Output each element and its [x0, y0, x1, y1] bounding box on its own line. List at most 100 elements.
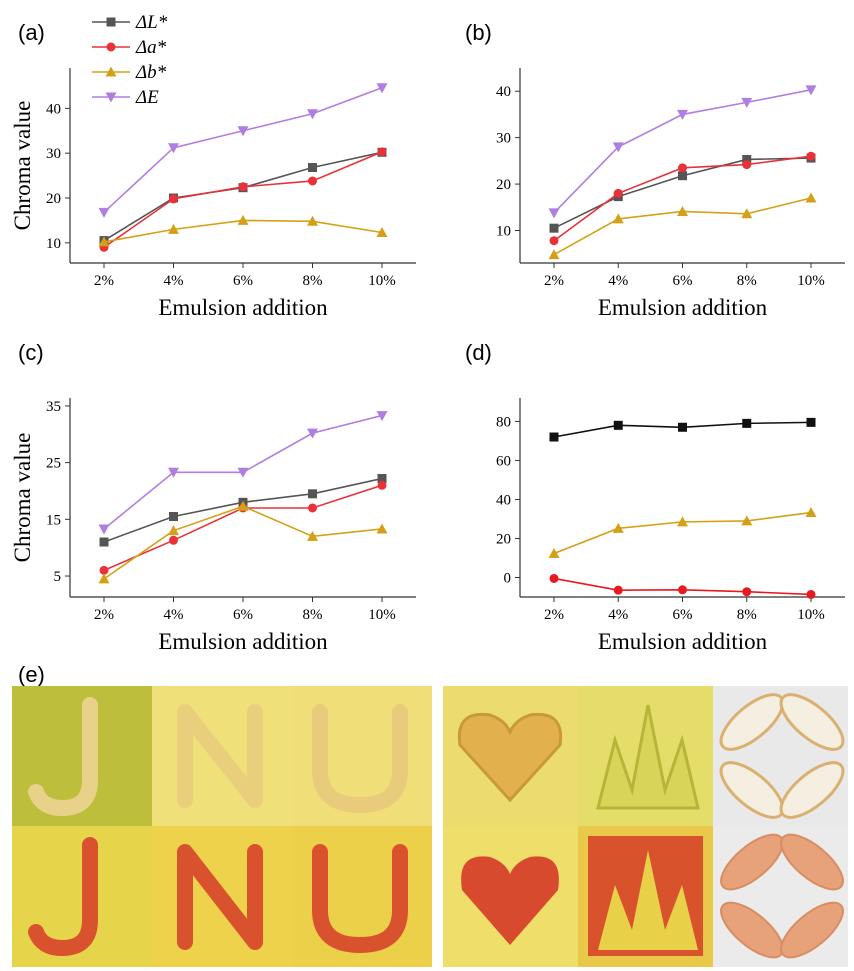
y-tick-label: 20: [496, 177, 511, 193]
x-tick-label: 6%: [673, 273, 693, 289]
marker: [614, 189, 623, 198]
x-tick-label: 6%: [673, 607, 693, 623]
marker: [742, 419, 751, 428]
legend-label: ΔE: [135, 87, 159, 108]
x-axis-label: Emulsion addition: [158, 295, 328, 320]
marker: [308, 489, 317, 498]
x-tick-label: 8%: [303, 607, 323, 623]
x-tick-label: 8%: [303, 273, 323, 289]
y-tick-label: 30: [496, 131, 511, 147]
x-axis-label: Emulsion addition: [158, 629, 328, 654]
x-tick-label: 4%: [608, 273, 628, 289]
panel-label: (a): [18, 20, 45, 45]
x-tick-label: 2%: [94, 273, 114, 289]
panel-label: (d): [465, 340, 492, 365]
x-tick-label: 6%: [233, 607, 253, 623]
marker: [742, 587, 751, 596]
figure: (e): [0, 0, 854, 971]
marker: [169, 512, 178, 521]
marker: [742, 160, 751, 169]
marker: [678, 171, 687, 180]
marker: [307, 429, 318, 439]
marker: [550, 224, 559, 233]
legend-label: Δa*: [135, 37, 167, 58]
x-tick-label: 10%: [368, 607, 396, 623]
legend-label: Δb*: [135, 62, 167, 83]
y-axis-label: Chroma value: [10, 101, 35, 231]
x-tick-label: 10%: [368, 273, 396, 289]
marker: [807, 590, 816, 599]
x-tick-label: 2%: [544, 273, 564, 289]
marker: [99, 208, 110, 218]
marker: [107, 18, 116, 27]
marker: [806, 193, 817, 203]
marker: [377, 523, 388, 533]
panel-label: (b): [465, 20, 492, 45]
y-tick-label: 0: [504, 570, 512, 586]
marker: [549, 208, 560, 218]
marker: [378, 481, 387, 490]
marker: [378, 147, 387, 156]
marker: [100, 538, 109, 547]
y-tick-label: 40: [496, 492, 511, 508]
marker: [549, 249, 560, 259]
series-line: [104, 506, 382, 579]
series-line: [554, 90, 811, 213]
marker: [99, 573, 110, 583]
marker: [308, 503, 317, 512]
x-tick-label: 4%: [608, 607, 628, 623]
y-tick-label: 10: [46, 236, 61, 252]
y-tick-label: 80: [496, 414, 511, 430]
marker: [550, 433, 559, 442]
y-tick-label: 40: [46, 101, 61, 117]
marker: [806, 507, 817, 517]
marker: [169, 536, 178, 545]
marker: [677, 110, 688, 120]
x-tick-label: 2%: [544, 607, 564, 623]
marker: [377, 83, 388, 93]
marker: [549, 548, 560, 558]
x-tick-label: 6%: [233, 273, 253, 289]
y-tick-label: 35: [46, 399, 61, 415]
photo-grid: [12, 685, 851, 967]
x-tick-label: 2%: [94, 607, 114, 623]
marker: [678, 423, 687, 432]
y-tick-label: 20: [496, 531, 511, 547]
x-axis-label: Emulsion addition: [598, 295, 768, 320]
marker: [308, 176, 317, 185]
y-tick-label: 10: [496, 224, 511, 240]
y-tick-label: 20: [46, 191, 61, 207]
y-tick-label: 25: [46, 456, 61, 472]
x-tick-label: 10%: [797, 607, 825, 623]
marker: [614, 421, 623, 430]
marker: [807, 418, 816, 427]
y-tick-label: 40: [496, 84, 511, 100]
x-tick-label: 4%: [164, 607, 184, 623]
marker: [614, 586, 623, 595]
x-tick-label: 4%: [164, 273, 184, 289]
legend-label: ΔL*: [135, 12, 168, 33]
marker: [239, 182, 248, 191]
y-tick-label: 60: [496, 453, 511, 469]
marker: [99, 524, 110, 534]
panel-label: (e): [18, 662, 45, 687]
panel-label: (c): [18, 340, 44, 365]
y-axis-label: Chroma value: [10, 433, 35, 563]
x-tick-label: 8%: [737, 607, 757, 623]
y-tick-label: 5: [54, 569, 62, 585]
series-line: [104, 152, 382, 240]
x-tick-label: 10%: [797, 273, 825, 289]
x-tick-label: 8%: [737, 273, 757, 289]
y-tick-label: 30: [46, 146, 61, 162]
marker: [107, 43, 116, 52]
x-axis-label: Emulsion addition: [598, 629, 768, 654]
marker: [807, 152, 816, 161]
marker: [169, 194, 178, 203]
y-tick-label: 15: [46, 512, 61, 528]
marker: [550, 574, 559, 583]
marker: [550, 236, 559, 245]
marker: [678, 163, 687, 172]
marker: [308, 163, 317, 172]
marker: [678, 585, 687, 594]
series-line: [104, 152, 382, 247]
